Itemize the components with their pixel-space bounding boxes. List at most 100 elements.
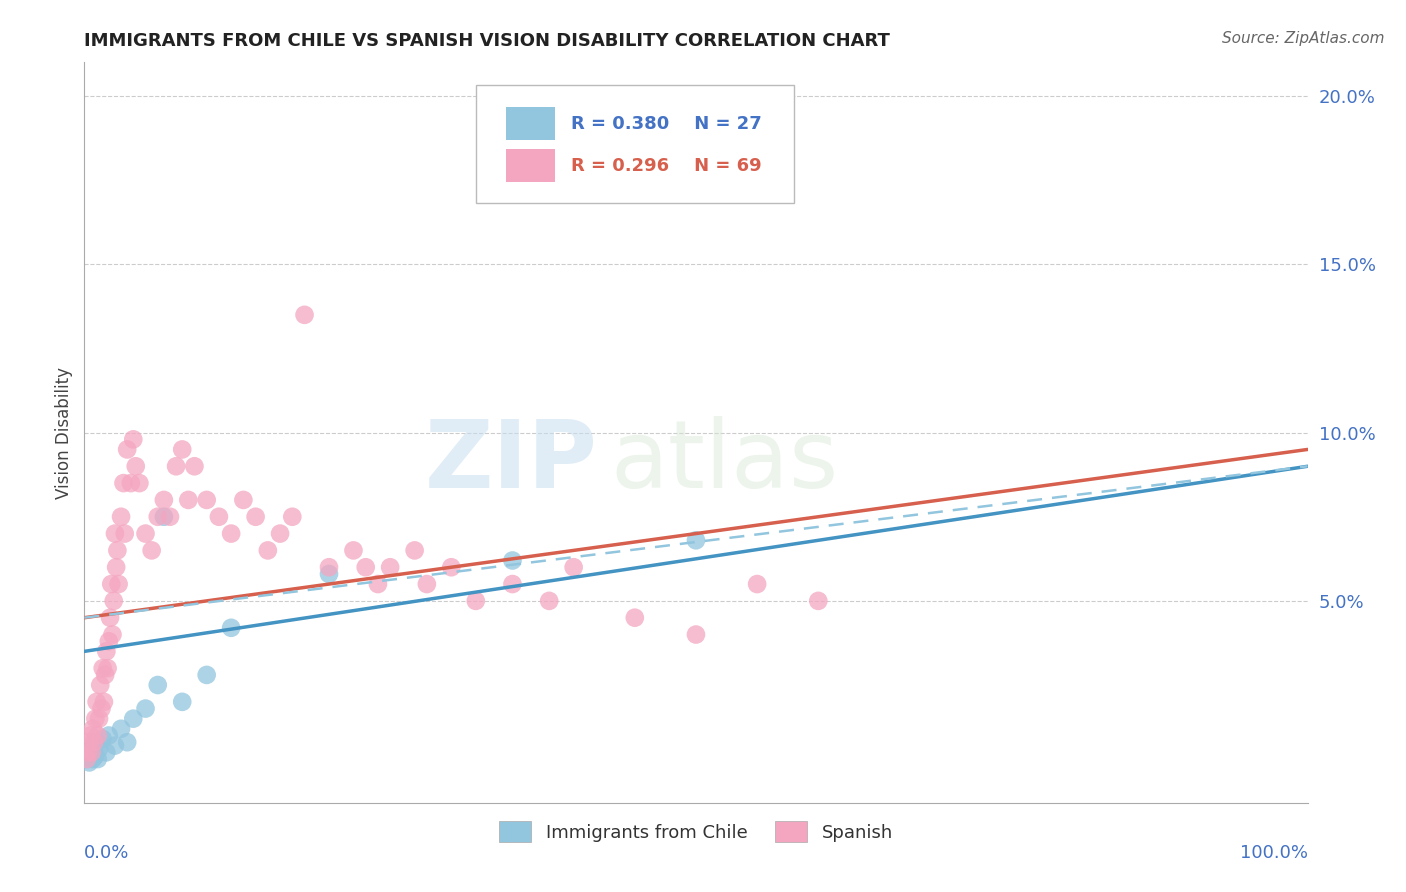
Point — [114, 526, 136, 541]
Point — [82, 752, 104, 766]
Point — [502, 553, 524, 567]
Point — [84, 712, 107, 726]
Point — [128, 476, 150, 491]
Point — [219, 621, 242, 635]
Point — [105, 543, 128, 558]
FancyBboxPatch shape — [506, 107, 555, 140]
Point — [86, 695, 108, 709]
Point — [96, 644, 118, 658]
Point — [76, 752, 98, 766]
Point — [354, 560, 377, 574]
Point — [93, 695, 115, 709]
Point — [416, 577, 439, 591]
Point — [87, 742, 110, 756]
Point — [110, 722, 132, 736]
Point — [104, 739, 127, 753]
Point — [153, 509, 176, 524]
Point — [177, 492, 200, 507]
Point — [146, 509, 169, 524]
Point — [77, 745, 100, 759]
Point — [141, 543, 163, 558]
Text: IMMIGRANTS FROM CHILE VS SPANISH VISION DISABILITY CORRELATION CHART: IMMIGRANTS FROM CHILE VS SPANISH VISION … — [84, 32, 890, 50]
Point — [101, 627, 124, 641]
Text: R = 0.380    N = 27: R = 0.380 N = 27 — [571, 115, 762, 133]
Point — [318, 560, 340, 574]
Point — [110, 509, 132, 524]
Point — [97, 729, 120, 743]
Point — [245, 509, 267, 524]
Point — [89, 678, 111, 692]
Point — [172, 695, 194, 709]
Point — [77, 745, 100, 759]
Point — [624, 611, 647, 625]
Point — [318, 566, 340, 581]
Point — [208, 509, 231, 524]
Point — [122, 712, 145, 726]
Point — [115, 442, 138, 457]
Text: R = 0.296    N = 69: R = 0.296 N = 69 — [571, 157, 762, 175]
Point — [135, 701, 157, 715]
Point — [97, 634, 120, 648]
Y-axis label: Vision Disability: Vision Disability — [55, 367, 73, 499]
Text: Source: ZipAtlas.com: Source: ZipAtlas.com — [1222, 31, 1385, 46]
Point — [82, 722, 104, 736]
Text: atlas: atlas — [610, 417, 838, 508]
Point — [87, 712, 110, 726]
Point — [807, 594, 830, 608]
Point — [281, 509, 304, 524]
Point — [294, 308, 316, 322]
Point — [112, 476, 135, 491]
Point — [135, 526, 157, 541]
Point — [84, 748, 107, 763]
Text: 0.0%: 0.0% — [84, 844, 129, 862]
Point — [79, 748, 101, 763]
Point — [91, 731, 114, 746]
Point — [87, 729, 110, 743]
Point — [103, 594, 125, 608]
Text: ZIP: ZIP — [425, 417, 598, 508]
Point — [380, 560, 402, 574]
Legend: Immigrants from Chile, Spanish: Immigrants from Chile, Spanish — [492, 814, 900, 849]
Point — [80, 745, 103, 759]
Point — [115, 735, 138, 749]
Point — [94, 668, 117, 682]
Point — [153, 492, 176, 507]
Point — [195, 668, 218, 682]
Point — [107, 577, 129, 591]
Point — [440, 560, 463, 574]
Point — [269, 526, 291, 541]
Point — [83, 745, 105, 759]
Point — [79, 729, 101, 743]
Point — [105, 560, 128, 574]
Point — [257, 543, 280, 558]
FancyBboxPatch shape — [506, 149, 555, 182]
Point — [747, 577, 769, 591]
Point — [122, 433, 145, 447]
Point — [342, 543, 364, 558]
Point — [685, 533, 707, 548]
Point — [90, 701, 112, 715]
Point — [97, 661, 120, 675]
Point — [146, 678, 169, 692]
Point — [91, 661, 114, 675]
Point — [120, 476, 142, 491]
Point — [87, 752, 110, 766]
Point — [195, 492, 218, 507]
Point — [219, 526, 242, 541]
Point — [125, 459, 148, 474]
Point — [502, 577, 524, 591]
Point — [98, 611, 121, 625]
Point — [685, 627, 707, 641]
Point — [77, 756, 100, 770]
Point — [183, 459, 205, 474]
Point — [77, 735, 100, 749]
FancyBboxPatch shape — [475, 85, 794, 203]
Point — [96, 745, 118, 759]
Point — [83, 735, 105, 749]
Point — [172, 442, 194, 457]
Point — [104, 526, 127, 541]
Point — [86, 735, 108, 749]
Point — [367, 577, 389, 591]
Point — [404, 543, 426, 558]
Point — [232, 492, 254, 507]
